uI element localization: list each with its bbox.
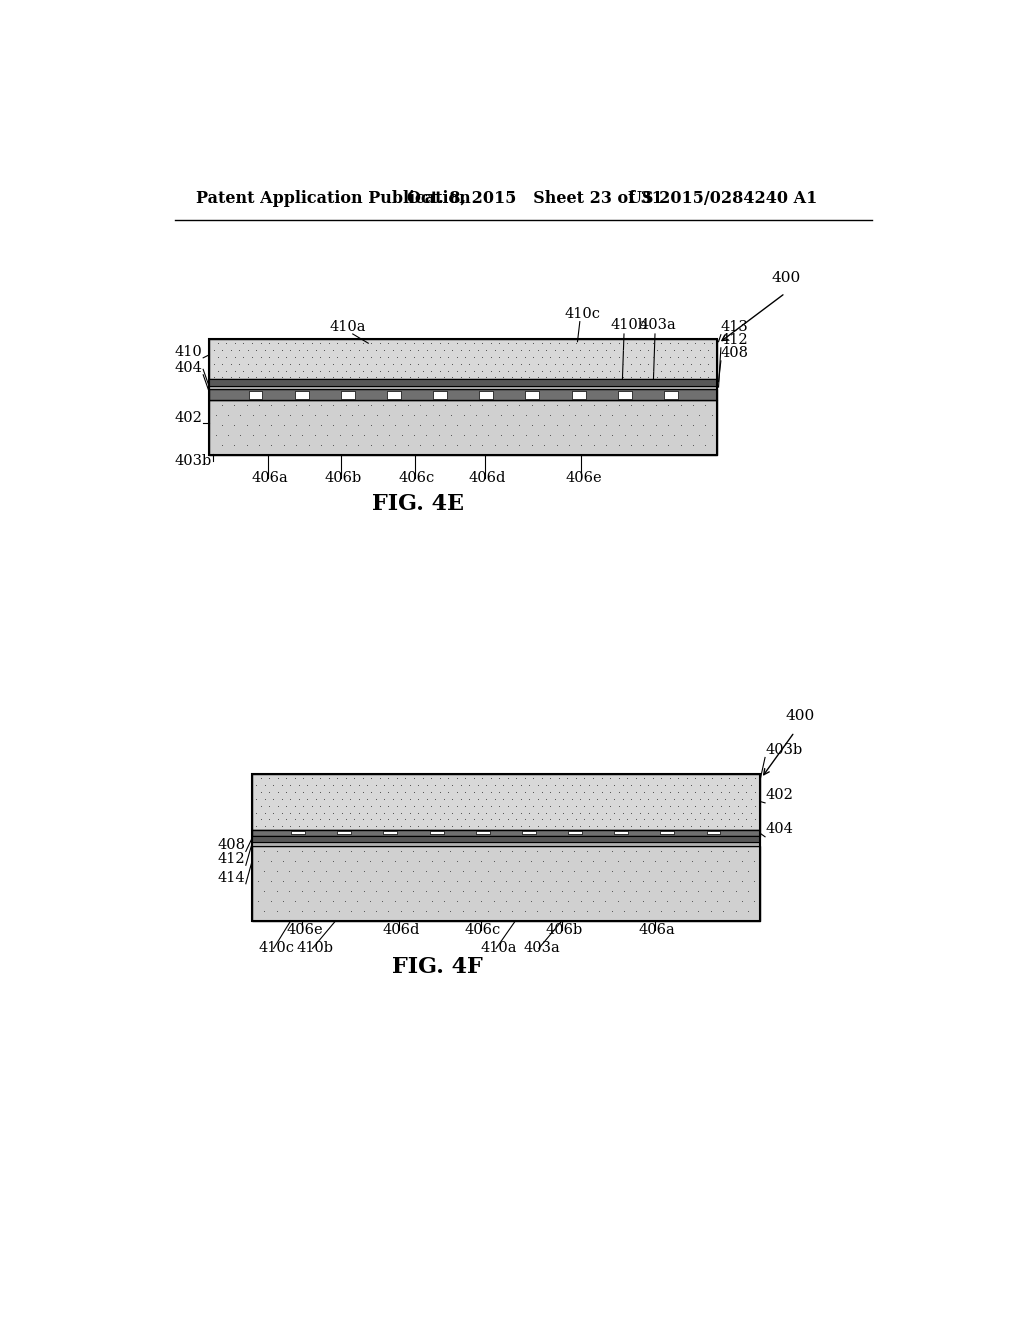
Bar xyxy=(252,775,760,921)
Bar xyxy=(660,832,675,834)
Text: 410b: 410b xyxy=(610,318,647,333)
Text: 408: 408 xyxy=(217,838,245,853)
Bar xyxy=(707,832,721,834)
Text: 414: 414 xyxy=(217,871,245,886)
Text: 403a: 403a xyxy=(640,318,676,333)
Bar xyxy=(568,832,582,834)
Bar xyxy=(252,846,760,921)
Text: 410c: 410c xyxy=(564,306,600,321)
Bar xyxy=(209,400,717,455)
Text: 406b: 406b xyxy=(546,923,583,937)
Bar xyxy=(295,391,308,399)
Bar xyxy=(664,391,678,399)
Bar xyxy=(209,389,717,400)
Text: 400: 400 xyxy=(771,271,801,285)
Bar xyxy=(387,391,401,399)
Text: 413: 413 xyxy=(721,319,749,334)
Bar xyxy=(522,832,536,834)
Text: 410c: 410c xyxy=(258,940,294,954)
Text: 408: 408 xyxy=(721,346,749,360)
Text: 406c: 406c xyxy=(398,471,435,484)
Text: US 2015/0284240 A1: US 2015/0284240 A1 xyxy=(628,190,817,207)
Text: 410: 410 xyxy=(174,345,203,359)
Text: 412: 412 xyxy=(217,851,245,866)
Bar xyxy=(252,830,760,836)
Text: 412: 412 xyxy=(721,333,749,347)
Bar xyxy=(252,842,760,846)
Text: FIG. 4F: FIG. 4F xyxy=(391,956,482,978)
Bar xyxy=(479,391,494,399)
Bar xyxy=(525,391,540,399)
Bar xyxy=(252,775,760,830)
Text: 406b: 406b xyxy=(325,471,362,484)
Bar xyxy=(291,832,305,834)
Text: FIG. 4E: FIG. 4E xyxy=(372,494,464,515)
Text: 406c: 406c xyxy=(464,923,501,937)
Text: 406d: 406d xyxy=(383,923,420,937)
Bar xyxy=(430,832,443,834)
Text: 406a: 406a xyxy=(251,471,288,484)
Text: 406a: 406a xyxy=(639,923,676,937)
Text: 410a: 410a xyxy=(330,319,366,334)
Bar xyxy=(209,339,717,379)
Bar xyxy=(571,391,586,399)
Bar xyxy=(614,832,628,834)
Text: 406e: 406e xyxy=(565,471,602,484)
Text: 404: 404 xyxy=(765,822,793,836)
Text: 403b: 403b xyxy=(174,454,212,467)
Bar xyxy=(337,832,351,834)
Bar xyxy=(209,385,717,389)
Bar xyxy=(209,379,717,385)
Bar xyxy=(209,339,717,455)
Bar xyxy=(252,836,760,842)
Text: 400: 400 xyxy=(785,710,814,723)
Text: 404: 404 xyxy=(174,362,203,375)
Text: 403b: 403b xyxy=(765,743,802,756)
Bar xyxy=(249,391,262,399)
Text: 406e: 406e xyxy=(286,923,323,937)
Text: 406d: 406d xyxy=(468,471,506,484)
Text: 402: 402 xyxy=(174,411,203,425)
Text: 402: 402 xyxy=(765,788,793,803)
Bar xyxy=(383,832,397,834)
Text: 410b: 410b xyxy=(297,940,334,954)
Text: Patent Application Publication: Patent Application Publication xyxy=(197,190,471,207)
Bar xyxy=(433,391,447,399)
Text: 403a: 403a xyxy=(523,940,560,954)
Bar xyxy=(617,391,632,399)
Bar xyxy=(476,832,489,834)
Bar xyxy=(341,391,354,399)
Text: 410a: 410a xyxy=(480,940,517,954)
Text: Oct. 8, 2015   Sheet 23 of 31: Oct. 8, 2015 Sheet 23 of 31 xyxy=(407,190,663,207)
